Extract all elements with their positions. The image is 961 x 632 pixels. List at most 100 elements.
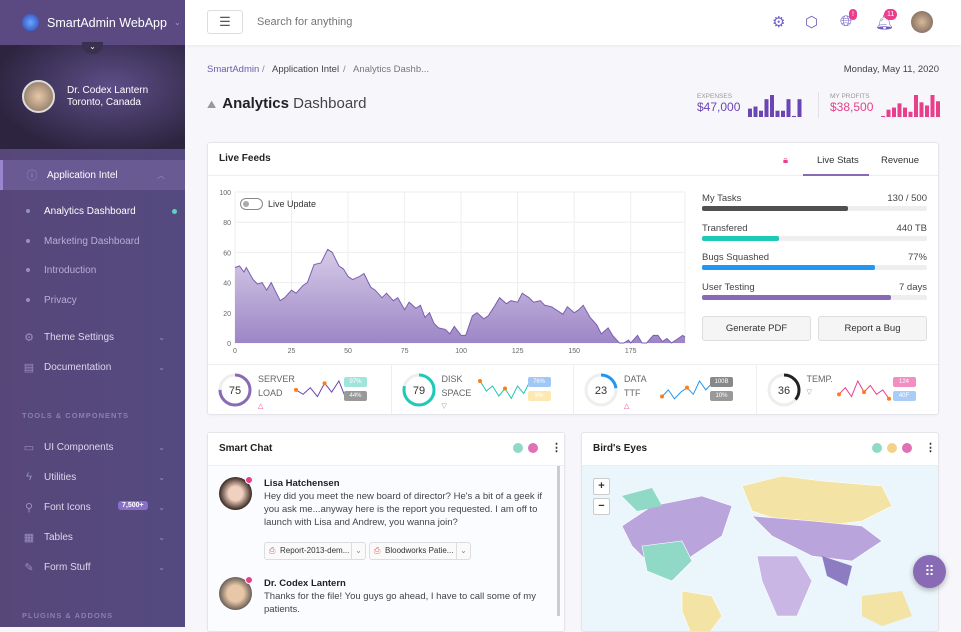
bullet-icon <box>26 268 30 272</box>
spark-point <box>685 385 689 390</box>
sidebar-subitem-marketing-dashboard[interactable]: Marketing Dashboard <box>44 236 140 247</box>
sidebar-item-form-stuff[interactable]: ✎ Form Stuff ⌄ <box>0 552 185 582</box>
gauge-value: 79 <box>412 385 424 397</box>
x-tick-label: 25 <box>288 348 296 355</box>
gauge-ring: 79 <box>402 373 435 407</box>
series-line[interactable] <box>234 248 686 344</box>
progress-fill <box>702 235 779 241</box>
kpi-bar <box>748 108 752 117</box>
sidebar-item-utilities[interactable]: ϟ Utilities ⌄ <box>0 462 185 492</box>
color-dot[interactable] <box>528 443 538 453</box>
sidebar-subitem-privacy[interactable]: Privacy <box>44 295 77 306</box>
section-header-plugins: PLUGINS & ADDONS <box>22 611 114 620</box>
x-tick-label: 75 <box>401 348 409 355</box>
chevron-down-icon: ⌄ <box>173 18 181 27</box>
sidebar-item-ui-components[interactable]: ▭ UI Components ⌄ <box>0 432 185 462</box>
gauge-value: 36 <box>777 385 789 397</box>
lock-icon[interactable]: 🔒︎ <box>783 155 789 166</box>
world-map[interactable] <box>582 466 939 632</box>
breadcrumb-item[interactable]: Application Intel <box>272 64 340 75</box>
profile-card: ⌄ Dr. Codex Lantern Toronto, Canada <box>0 42 185 149</box>
sidebar-item-font-icons[interactable]: ⚲ Font Icons 7,500+ ⌄ <box>0 492 185 522</box>
grid-icon: ⠿ <box>924 563 935 579</box>
search-input[interactable] <box>257 16 557 28</box>
stat-pill: 100B <box>710 377 733 387</box>
app-grid-fab[interactable]: ⠿ <box>913 555 946 588</box>
gauge-stat: 79 DISK SPACE ▽ 76% 3% <box>390 365 573 414</box>
x-tick-label: 50 <box>344 348 352 355</box>
y-tick-label: 80 <box>223 220 231 227</box>
color-dot[interactable] <box>513 443 523 453</box>
menu-toggle-button[interactable]: ☰ <box>207 10 243 34</box>
stat-value: 440 TB <box>896 222 927 234</box>
panel-title: Live Feeds <box>219 153 271 164</box>
sidebar-subitem-analytics-dashboard[interactable]: Analytics Dashboard <box>44 206 136 217</box>
panel-title: Bird's Eyes <box>593 443 648 454</box>
stat-value: 77% <box>907 252 927 263</box>
sidebar-subitem-introduction[interactable]: Introduction <box>44 265 97 276</box>
chevron-down-icon: ⌄ <box>158 502 165 512</box>
gauge-ring: 23 <box>584 373 618 407</box>
sidebar-item-documentation[interactable]: ▤ Documentation ⌄ <box>0 352 185 382</box>
gauge-label-2: SPACE <box>441 388 472 398</box>
x-tick-label: 0 <box>233 348 237 355</box>
gauge-label: DATA TTF △ <box>624 372 647 414</box>
chevron-down-icon[interactable]: ⌄ <box>351 543 365 559</box>
color-dot[interactable] <box>872 443 882 453</box>
breadcrumb-separator: / <box>343 64 346 75</box>
file-attachment[interactable]: ⎙ Bloodworks Patie... ⌄ <box>369 542 471 560</box>
y-tick-label: 40 <box>223 281 231 288</box>
gear-icon[interactable]: ⚙ <box>772 14 786 31</box>
sidebar-item-application-intel[interactable]: ⓘ Application Intel ︿ <box>0 160 185 190</box>
current-date: Monday, May 11, 2020 <box>843 64 939 75</box>
kpi-label: MY PROFITS <box>830 93 870 100</box>
status-dot <box>245 576 253 584</box>
smart-chat-panel: Smart Chat <box>207 432 565 632</box>
breadcrumb-item[interactable]: SmartAdmin <box>207 64 260 75</box>
chevron-down-icon[interactable]: ⌄ <box>456 543 470 559</box>
page-title: ⛰ Analytics Dashboard <box>207 95 367 112</box>
tab-revenue[interactable]: Revenue <box>881 155 920 166</box>
kpi-bar <box>753 106 758 117</box>
panel-title: Smart Chat <box>219 443 273 454</box>
zoom-in-button[interactable]: + <box>593 478 610 495</box>
spark-point <box>861 390 866 395</box>
kpi-bar <box>775 110 780 117</box>
tab-live-stats[interactable]: Live Stats <box>817 155 859 166</box>
sparkline-path <box>838 379 889 400</box>
sidebar-item-label: Application Intel <box>47 169 118 181</box>
sender-name: Dr. Codex Lantern <box>264 578 346 589</box>
divider <box>818 92 819 118</box>
sparkline-path <box>295 379 347 399</box>
sparkline <box>836 379 891 401</box>
more-options-icon[interactable]: ⋮ <box>551 442 562 454</box>
gauge-label-2: LOAD <box>258 388 283 398</box>
live-update-toggle[interactable] <box>240 198 263 210</box>
report-bug-button[interactable]: Report a Bug <box>818 316 927 341</box>
globe-icon[interactable]: 🌐︎! <box>840 9 857 30</box>
app-brand[interactable]: SmartAdmin WebApp ⌄ <box>0 0 185 45</box>
chat-message: Lisa Hatchensen Hey did you meet the new … <box>264 477 554 529</box>
bell-icon[interactable]: 🔔︎ 11 <box>875 9 898 31</box>
color-dot[interactable] <box>887 443 897 453</box>
bullet-icon <box>26 298 30 302</box>
kpi-bar <box>919 102 924 117</box>
sidebar-item-tables[interactable]: ▦ Tables ⌄ <box>0 522 185 552</box>
scrollbar[interactable] <box>557 466 560 616</box>
sidebar-item-theme-settings[interactable]: ⚙ Theme Settings ⌄ <box>0 322 185 352</box>
sidebar-item-label: Tables <box>44 531 73 543</box>
spark-point <box>502 386 507 391</box>
profile-toggle-icon[interactable]: ⌄ <box>82 42 103 54</box>
file-attachment[interactable]: ⎙ Report-2013-dem... ⌄ <box>264 542 366 560</box>
cube-icon[interactable]: ⬡ <box>805 14 819 31</box>
color-dot[interactable] <box>902 443 912 453</box>
user-avatar[interactable] <box>911 11 933 33</box>
avatar[interactable] <box>22 80 55 113</box>
stat-pill: 40F <box>892 391 916 401</box>
generate-pdf-button[interactable]: Generate PDF <box>702 316 811 341</box>
stat-label: User Testing <box>702 281 755 293</box>
window-icon: ▭ <box>23 441 35 454</box>
y-tick-label: 20 <box>223 311 231 318</box>
zoom-out-button[interactable]: − <box>593 498 610 515</box>
more-options-icon[interactable]: ⋮ <box>925 442 936 454</box>
